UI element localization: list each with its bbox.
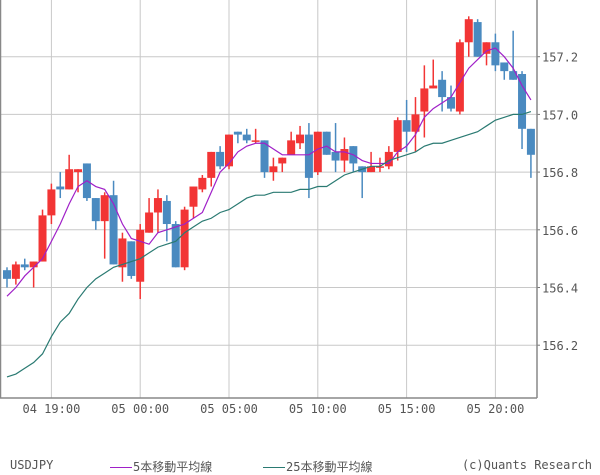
- candle-up: [11, 264, 20, 279]
- legend-ma25-label: 25本移動平均線: [286, 460, 373, 474]
- candle-up: [207, 151, 216, 178]
- ma5-line: [6, 47, 532, 297]
- candle-down: [402, 120, 411, 132]
- candle-up: [65, 169, 74, 190]
- candle-down: [526, 128, 535, 155]
- candle-up: [287, 140, 296, 155]
- candle-down: [331, 151, 340, 161]
- candle-down: [127, 241, 136, 276]
- x-tick-label: 05 20:00: [467, 402, 525, 416]
- candle-down: [491, 42, 500, 66]
- candle-up: [100, 195, 109, 222]
- candle-up: [74, 169, 83, 173]
- candle-down: [322, 131, 331, 155]
- ma25-line: [6, 110, 532, 378]
- candle-up: [29, 261, 38, 268]
- x-tick-label: 05 10:00: [289, 402, 347, 416]
- candle-down: [473, 22, 482, 57]
- candle-up: [180, 209, 189, 268]
- candle-up: [189, 186, 198, 207]
- candle-down: [216, 151, 225, 167]
- candle-up: [47, 189, 56, 216]
- candle-up: [464, 19, 473, 43]
- x-tick-label: 05 05:00: [200, 402, 258, 416]
- y-tick-label: 157.0: [542, 108, 578, 122]
- candle-up: [38, 215, 47, 262]
- x-tick-label: 04 19:00: [23, 402, 81, 416]
- candle-up: [145, 212, 154, 233]
- candle-down: [162, 200, 171, 225]
- ma25-swatch: [263, 467, 285, 468]
- candle-down: [304, 134, 313, 178]
- x-tick-label: 05 00:00: [111, 402, 169, 416]
- ma5-swatch: [110, 467, 132, 468]
- candle-down: [91, 198, 100, 222]
- x-tick-label: 05 15:00: [378, 402, 436, 416]
- candle-up: [198, 177, 207, 190]
- candle-up: [375, 166, 384, 168]
- candle-down: [509, 71, 518, 80]
- y-tick-label: 156.2: [542, 339, 578, 353]
- candle-up: [296, 134, 305, 144]
- candle-down: [242, 134, 251, 141]
- candle-up: [420, 88, 429, 112]
- candle-down: [109, 195, 118, 265]
- candle-down: [438, 79, 447, 98]
- legend-ma5: 5本移動平均線: [110, 458, 212, 475]
- candle-down: [56, 186, 65, 190]
- candle-down: [3, 270, 11, 279]
- y-tick-label: 157.2: [542, 51, 578, 65]
- candle-up: [429, 85, 438, 89]
- candle-up: [225, 134, 233, 167]
- legend-ma25: 25本移動平均線: [263, 458, 372, 475]
- candle-up: [118, 238, 127, 268]
- candle-up: [269, 166, 278, 173]
- y-tick-label: 156.4: [542, 282, 578, 296]
- candle-up: [393, 120, 402, 152]
- candle-up: [367, 166, 376, 173]
- candle-down: [20, 264, 29, 268]
- y-tick-label: 156.8: [542, 166, 578, 180]
- candle-up: [136, 229, 145, 282]
- candle-up: [455, 42, 464, 112]
- candle-up: [482, 42, 491, 54]
- candle-up: [340, 149, 349, 161]
- candlestick-chart: 157.2 157.0 156.8 156.6 156.4 156.2 04 19:00 05…: [0, 0, 578, 416]
- candle-down: [260, 140, 269, 173]
- candle-up: [384, 151, 393, 167]
- candle-up: [251, 140, 260, 142]
- candle-up: [153, 198, 162, 213]
- legend-ma5-label: 5本移動平均線: [133, 460, 213, 474]
- candle-down: [500, 62, 509, 72]
- candle-up: [411, 114, 420, 132]
- candle-down: [518, 74, 527, 129]
- copyright: (c)Quants Research: [461, 458, 592, 472]
- y-tick-label: 156.6: [542, 224, 578, 238]
- candle-down: [171, 224, 180, 268]
- legend-symbol: USDJPY: [10, 458, 54, 472]
- candle-up: [313, 131, 322, 173]
- candle-down: [233, 131, 242, 135]
- candle-down: [447, 97, 455, 109]
- candle-up: [278, 157, 287, 164]
